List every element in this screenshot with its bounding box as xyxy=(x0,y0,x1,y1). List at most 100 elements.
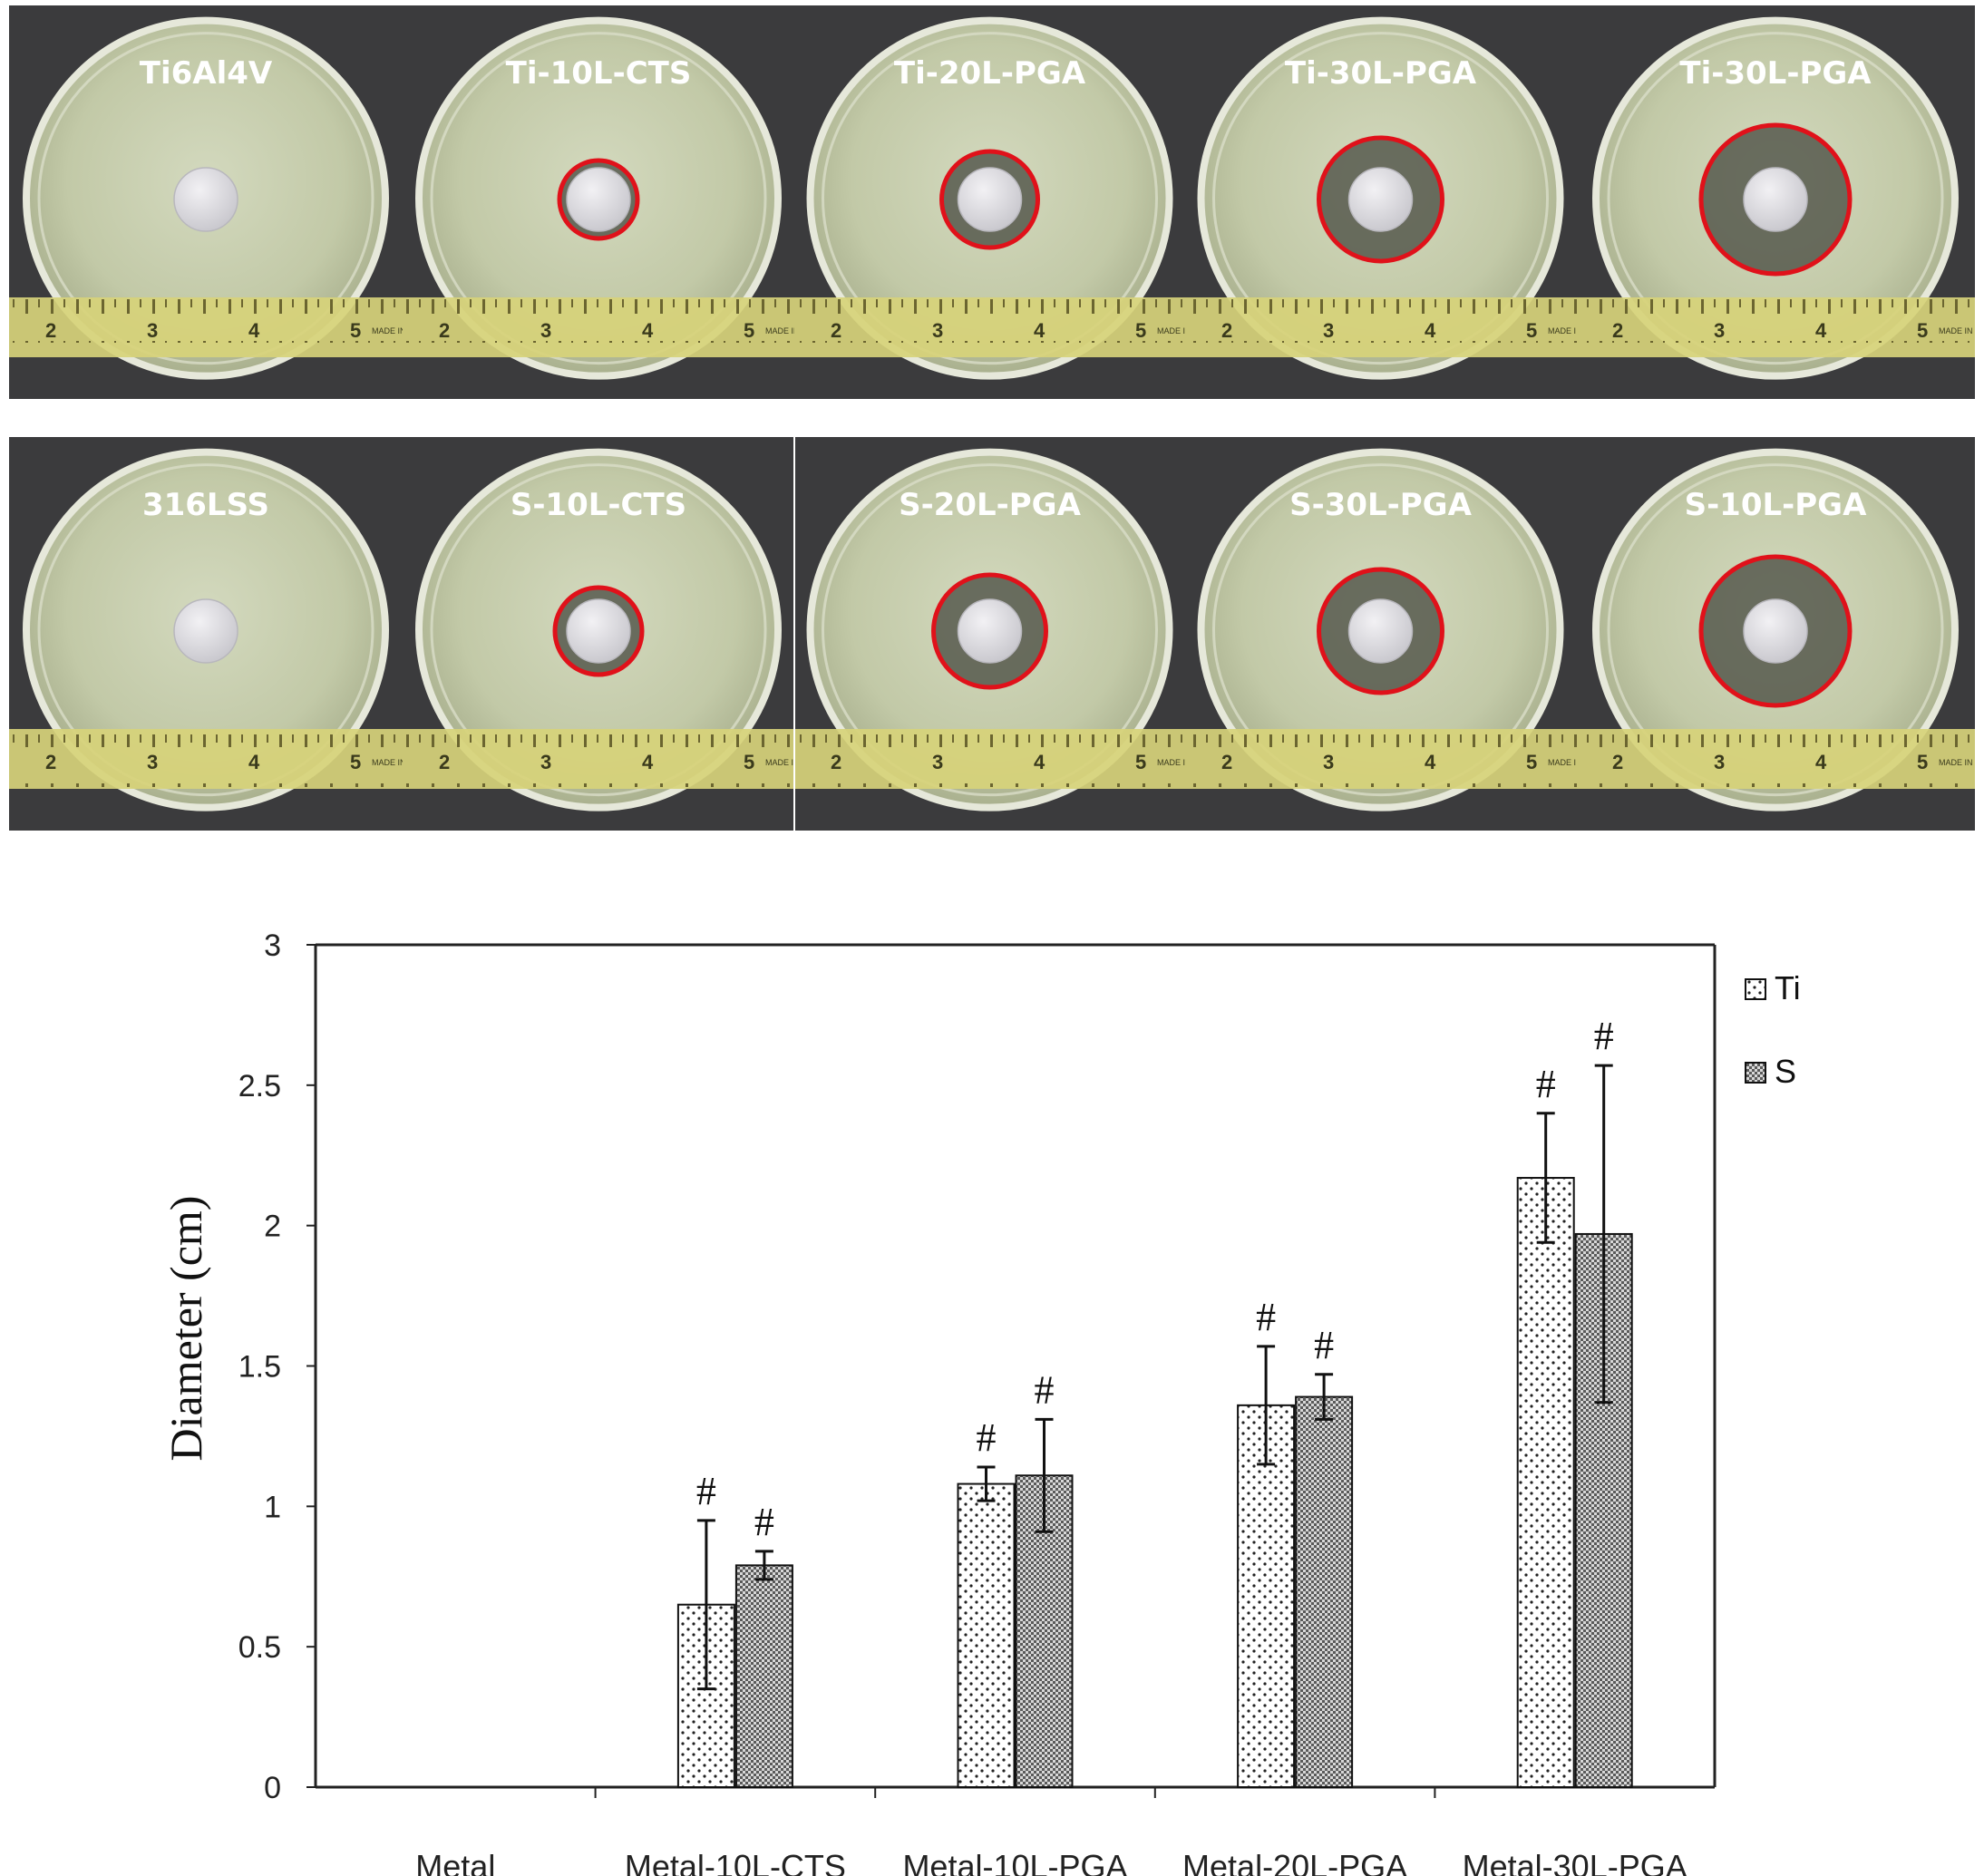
tape-ticks-bottom xyxy=(794,341,1185,355)
tape-ticks xyxy=(794,297,1185,316)
tape-ticks xyxy=(1576,297,1975,316)
tape-mark: 4 xyxy=(642,319,654,342)
significance-marker: # xyxy=(977,1415,997,1460)
tape-ticks xyxy=(9,729,403,747)
tape-ticks xyxy=(403,729,794,747)
significance-marker: # xyxy=(1536,1062,1556,1106)
y-tick-label: 2 xyxy=(264,1210,281,1244)
tape-mark: 2 xyxy=(1221,751,1232,773)
tape-mark: 4 xyxy=(1425,319,1436,342)
tape-mark: 5 xyxy=(350,751,361,773)
tape-ticks-bottom xyxy=(1185,341,1576,355)
tape-ticks-bottom xyxy=(1576,341,1975,355)
petri-dish-rim xyxy=(430,463,767,797)
tape-ticks-bottom xyxy=(1576,773,1975,787)
plate-label: S-20L-PGA xyxy=(899,487,1082,523)
tape-mark: 5 xyxy=(1526,751,1537,773)
plate-label: Ti6Al4V xyxy=(140,55,273,92)
sample-disc xyxy=(1347,167,1414,232)
inhibition-ring xyxy=(939,149,1040,250)
bar-ti xyxy=(957,1482,1016,1788)
tape-mark: 5 xyxy=(1135,319,1146,342)
tape-mark: 3 xyxy=(147,319,158,342)
petri-dish-rim xyxy=(37,32,374,365)
tape-mark: 5 xyxy=(1917,751,1928,773)
sample-disc xyxy=(566,167,631,232)
significance-marker: # xyxy=(1035,1367,1055,1412)
inhibition-ring xyxy=(557,158,640,241)
tape-mark: 3 xyxy=(1323,319,1334,342)
tape-mark: 4 xyxy=(1425,751,1436,773)
bar-ti xyxy=(1237,1404,1296,1788)
y-tick-label: 1 xyxy=(264,1490,281,1524)
tape-ticks-bottom xyxy=(1185,773,1576,787)
tape-mark: 4 xyxy=(1815,751,1827,773)
petri-panel-ti-3: 2 3 4 5 MADE IN Ti-20L-PGA xyxy=(794,5,1185,399)
sample-disc xyxy=(1743,598,1808,664)
petri-dish-rim xyxy=(1607,463,1944,797)
petri-dish-rim xyxy=(430,32,767,365)
category-label: Metal-10L-CTS xyxy=(625,1848,846,1876)
petri-panel-s-1: 2 3 4 5 MADE IN 316LSS xyxy=(9,437,406,831)
tape-made-in: MADE IN xyxy=(372,758,406,767)
petri-dish-rim xyxy=(37,463,374,797)
y-tick-label: 2.5 xyxy=(238,1069,281,1103)
tape-ticks-bottom xyxy=(9,773,403,787)
tape-mark: 5 xyxy=(1526,319,1537,342)
tape-mark: 3 xyxy=(932,319,943,342)
petri-dish-rim xyxy=(822,463,1158,797)
tape-made-in: MADE IN xyxy=(1939,758,1973,767)
significance-marker: # xyxy=(1594,1014,1614,1058)
tape-made-in: MADE IN xyxy=(1548,758,1582,767)
tape-mark: 5 xyxy=(1917,319,1928,342)
tape-mark: 5 xyxy=(350,319,361,342)
plate-label: S-30L-PGA xyxy=(1289,487,1473,523)
legend-label-s: S xyxy=(1775,1053,1796,1090)
petri-panel-ti-1: 2 3 4 5 MADE IN Ti6Al4V xyxy=(9,5,403,399)
tape-mark: 2 xyxy=(831,319,841,342)
tape-made-in: MADE IN xyxy=(1939,326,1973,335)
tape-ticks xyxy=(794,729,1185,747)
inhibition-ring xyxy=(1317,567,1444,695)
tape-mark: 5 xyxy=(744,319,754,342)
zone-diameter-bar-chart: Diameter (cm) 0 0.5 1 1.5 2 2.5 3 Metal Metal-1… xyxy=(160,928,1801,1876)
category-label: Metal xyxy=(415,1848,495,1876)
significance-marker: # xyxy=(1314,1323,1334,1367)
y-tick-label: 3 xyxy=(264,928,281,963)
y-axis-label: Diameter (cm) xyxy=(160,1196,211,1462)
tape-ticks xyxy=(1576,729,1975,747)
category-label: Metal-20L-PGA xyxy=(1182,1848,1407,1876)
tape-mark: 2 xyxy=(45,751,56,773)
tape-mark: 4 xyxy=(1034,751,1045,773)
sample-disc xyxy=(1347,598,1414,664)
inhibition-ring xyxy=(1698,554,1853,708)
tape-mark: 4 xyxy=(1034,319,1045,342)
tape-mark: 3 xyxy=(1323,751,1334,773)
bar-s xyxy=(1295,1395,1354,1789)
tape-ticks xyxy=(403,297,794,316)
petri-panel-s-3: 2 3 4 5 MADE IN S-20L-PGA xyxy=(794,437,1191,831)
plate-label: Ti-10L-CTS xyxy=(506,55,692,92)
significance-marker: # xyxy=(754,1500,774,1544)
tape-mark: 3 xyxy=(1714,751,1725,773)
plate-label: 316LSS xyxy=(142,487,269,523)
sample-disc xyxy=(957,598,1023,664)
tape-made-in: MADE IN xyxy=(1157,758,1191,767)
petri-panel-s-5: 2 3 4 5 MADE IN S-10L-PGA xyxy=(1576,437,1975,831)
tape-mark: 2 xyxy=(1221,319,1232,342)
tape-ticks xyxy=(1185,729,1576,747)
significance-marker: # xyxy=(696,1469,716,1513)
plate-label: S-10L-PGA xyxy=(1685,487,1868,523)
tape-mark: 3 xyxy=(147,751,158,773)
tape-made-in: MADE IN xyxy=(1548,326,1582,335)
tape-mark: 2 xyxy=(45,319,56,342)
tape-mark: 2 xyxy=(1612,319,1623,342)
petri-panel-ti-2: 2 3 4 5 MADE IN Ti-10L-CTS xyxy=(403,5,794,399)
petri-dish-photo-grid: 2 3 4 5 MADE IN Ti6Al4V 2 3 4 5 MADE IN Ti-10L-CTS 2… xyxy=(9,5,1975,831)
inhibition-ring xyxy=(1317,135,1444,264)
significance-marker: # xyxy=(1256,1295,1276,1339)
plate-label: Ti-30L-PGA xyxy=(1679,55,1872,92)
legend-swatch-ti xyxy=(1745,978,1766,1000)
sample-disc xyxy=(566,598,631,664)
plate-label: S-10L-CTS xyxy=(511,487,686,523)
